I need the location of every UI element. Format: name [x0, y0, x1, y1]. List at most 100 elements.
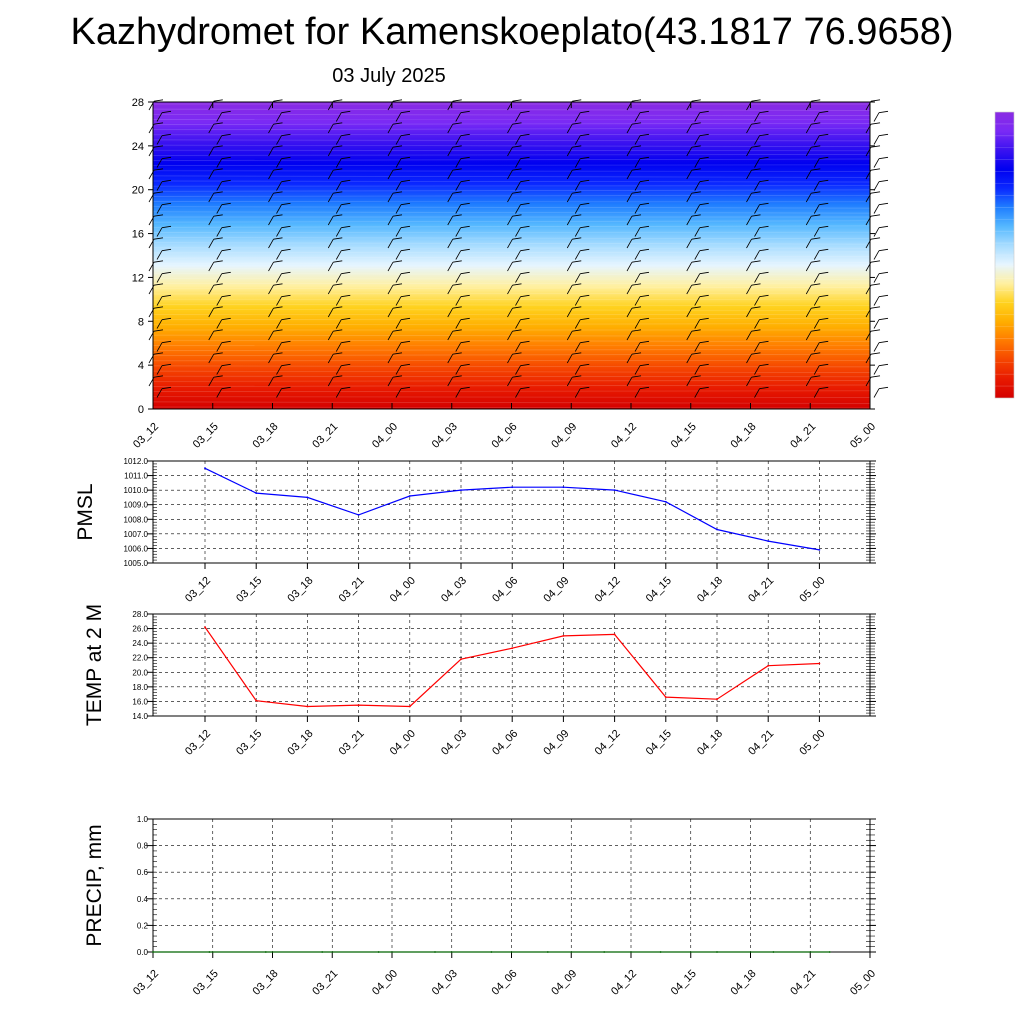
- wind-barb-flag: [819, 225, 829, 229]
- wind-barb-flag: [572, 122, 582, 125]
- wind-barb-shaft: [327, 308, 334, 318]
- wind-barb-flag: [161, 317, 172, 321]
- x-tick-label: 04_21: [746, 575, 776, 605]
- wind-barb-flag: [273, 352, 283, 355]
- wind-barb-flag: [580, 202, 590, 206]
- plot-frame: [152, 613, 871, 717]
- wind-barb-shaft: [216, 273, 223, 283]
- wind-barb-shaft: [276, 273, 282, 283]
- y-tick-label: 20.0: [132, 668, 148, 677]
- wind-barb-flag: [691, 145, 701, 148]
- wind-barb-flag: [759, 179, 769, 183]
- wind-barb-flag: [699, 294, 709, 298]
- contour-line: [152, 220, 871, 223]
- x-tick-label: 03_18: [285, 575, 315, 605]
- wind-barb-shaft: [507, 193, 513, 203]
- precip-data-point: [828, 951, 831, 953]
- precip-data-point: [377, 951, 380, 953]
- wind-barb-shaft: [507, 124, 513, 134]
- wind-barb-flag: [221, 271, 231, 275]
- temp-data-point: [460, 658, 462, 661]
- wind-barb-flag: [639, 179, 650, 183]
- wind-barb-shaft: [387, 285, 394, 295]
- contour-line: [152, 185, 871, 187]
- contour-line: [152, 278, 871, 280]
- wind-barb-flag: [392, 237, 403, 240]
- wind-barb-flag: [221, 363, 231, 367]
- wind-barb-shaft: [335, 135, 342, 145]
- wind-barb-flag: [221, 294, 231, 298]
- wind-barb-flag: [751, 99, 761, 102]
- y-tick-label: 1011.0: [124, 472, 148, 481]
- wind-barb-flag: [759, 363, 769, 367]
- wind-barb-flag: [512, 99, 522, 102]
- wind-barb-flag: [512, 375, 522, 378]
- wind-barb-flag: [400, 110, 411, 114]
- wind-barb-flag: [691, 260, 701, 263]
- wind-barb-shaft: [873, 227, 880, 237]
- wind-barb-flag: [281, 340, 291, 344]
- wind-barb-shaft: [626, 285, 633, 295]
- wind-barb-flag: [333, 99, 343, 102]
- wind-barb-shaft: [805, 262, 812, 272]
- wind-barb-shaft: [208, 239, 215, 249]
- wind-barb-flag: [699, 317, 709, 321]
- contour-line: [152, 370, 871, 373]
- wind-barb-flag: [333, 306, 343, 309]
- wind-barb-flag: [811, 237, 821, 240]
- wind-barb-shaft: [335, 388, 342, 398]
- wind-barb-shaft: [754, 158, 760, 168]
- wind-barb-shaft: [447, 285, 454, 295]
- temp-data-point: [664, 696, 667, 698]
- wind-barb-flag: [333, 329, 343, 332]
- wind-barb-flag: [153, 352, 164, 355]
- wind-barb-flag: [221, 202, 231, 206]
- wind-barb-shaft: [515, 204, 521, 214]
- x-tick-label: 04_00: [388, 575, 418, 605]
- wind-barb-flag: [273, 145, 283, 148]
- wind-barb-shaft: [574, 227, 581, 237]
- wind-barb-flag: [699, 202, 709, 206]
- pmsl-data-point: [562, 486, 565, 489]
- wind-barb-flag: [811, 99, 821, 102]
- wind-barb-shaft: [447, 124, 454, 134]
- wind-barb-shaft: [805, 216, 812, 226]
- x-tick-label: 04_12: [609, 968, 639, 998]
- profile-field: [153, 102, 870, 409]
- wind-barb-flag: [751, 329, 761, 332]
- wind-barb-shaft: [395, 365, 402, 375]
- wind-barb-flag: [639, 202, 650, 206]
- wind-barb-shaft: [574, 388, 581, 398]
- wind-barb-shaft: [694, 135, 701, 145]
- wind-barb-flag: [759, 133, 769, 137]
- wind-barb-flag: [392, 306, 403, 309]
- wind-barb-flag: [580, 179, 590, 183]
- wind-barb-flag: [819, 179, 829, 183]
- wind-barb-shaft: [746, 193, 752, 203]
- y-tick-label: 1.0: [137, 815, 149, 824]
- wind-barb-shaft: [694, 273, 701, 283]
- wind-barb-shaft: [754, 342, 760, 352]
- wind-barb-flag: [341, 225, 351, 229]
- wind-barb-flag: [811, 329, 821, 332]
- wind-barb-shaft: [268, 170, 274, 180]
- y-tick-label: 1008.0: [124, 515, 149, 524]
- pmsl-data-point: [664, 500, 667, 503]
- pmsl-data-point: [255, 492, 258, 494]
- wind-barb-shaft: [327, 331, 334, 341]
- wind-barb-shaft: [805, 285, 812, 295]
- wind-barb-shaft: [805, 239, 812, 249]
- wind-barb-shaft: [395, 319, 402, 329]
- wind-barb-flag: [759, 271, 769, 275]
- wind-barb-shaft: [335, 181, 342, 191]
- wind-barb-shaft: [574, 319, 581, 329]
- wind-barb-flag: [281, 363, 291, 367]
- wind-barb-shaft: [156, 135, 163, 145]
- wind-barb-flag: [878, 271, 889, 275]
- x-tick-label: 04_15: [669, 968, 699, 998]
- wind-barb-flag: [751, 191, 761, 194]
- wind-barb-flag: [639, 294, 650, 298]
- wind-barb-flag: [751, 306, 761, 309]
- wind-barb-shaft: [626, 239, 633, 249]
- x-tick-label: 03_15: [234, 575, 264, 605]
